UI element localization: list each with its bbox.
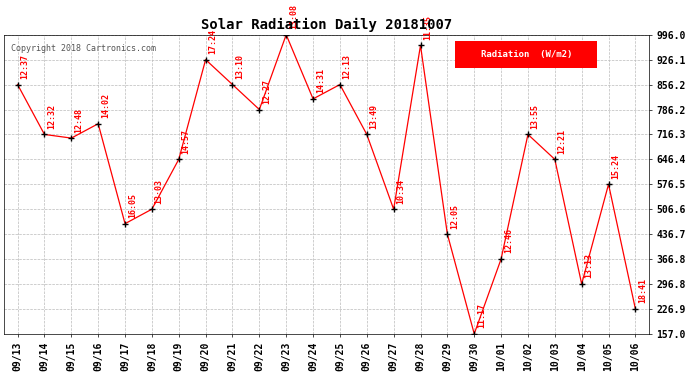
Text: 10:34: 10:34	[397, 178, 406, 204]
Text: 13:10: 13:10	[235, 54, 244, 79]
Title: Solar Radiation Daily 20181007: Solar Radiation Daily 20181007	[201, 18, 452, 32]
Text: 12:46: 12:46	[504, 228, 513, 254]
Text: 13:08: 13:08	[289, 4, 298, 29]
Text: 12:05: 12:05	[450, 204, 459, 228]
Text: 13:55: 13:55	[531, 104, 540, 129]
Text: 15:24: 15:24	[611, 154, 620, 179]
Text: 12:48: 12:48	[74, 108, 83, 132]
Text: 13:49: 13:49	[370, 104, 379, 129]
Text: 12:21: 12:21	[558, 129, 566, 154]
Text: Copyright 2018 Cartronics.com: Copyright 2018 Cartronics.com	[10, 44, 156, 53]
Text: 12:32: 12:32	[47, 104, 57, 129]
Text: 14:31: 14:31	[316, 68, 325, 93]
Text: 12:27: 12:27	[262, 79, 271, 104]
Text: 17:24: 17:24	[208, 29, 217, 54]
Text: 11:17: 11:17	[477, 303, 486, 328]
Text: 13:13: 13:13	[584, 254, 593, 278]
Text: 16:05: 16:05	[128, 193, 137, 218]
Text: 12:13: 12:13	[343, 54, 352, 79]
Text: 13:03: 13:03	[155, 178, 164, 204]
Text: 14:02: 14:02	[101, 93, 110, 118]
Text: 14:57: 14:57	[181, 129, 190, 154]
Text: 11:35: 11:35	[423, 15, 432, 40]
Text: 12:37: 12:37	[21, 54, 30, 79]
Text: 18:41: 18:41	[638, 278, 647, 303]
